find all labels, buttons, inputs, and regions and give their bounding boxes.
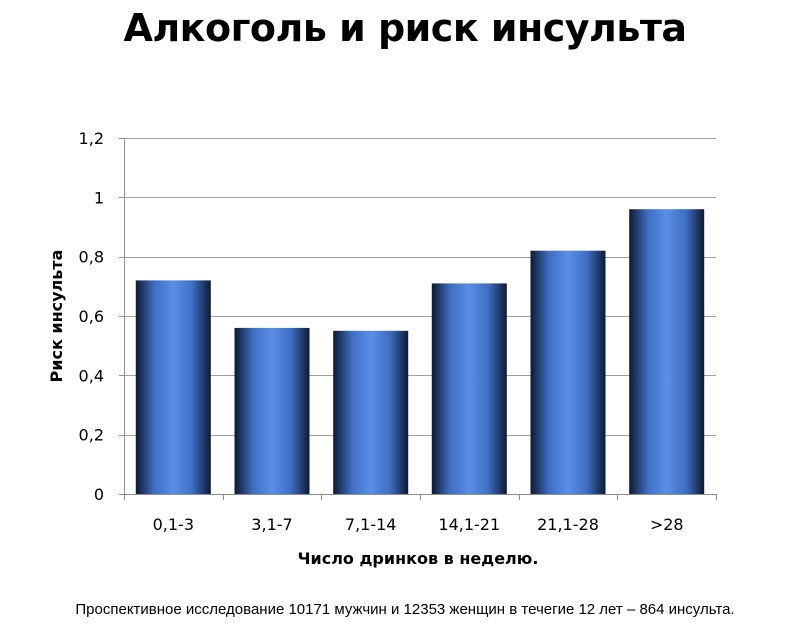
y-tick-labels: 0 0,2 0,4 0,6 0,8 1 1,2 <box>79 129 104 504</box>
slide-title: Алкоголь и риск инсульта <box>123 6 687 50</box>
x-tick-label: >28 <box>650 515 684 534</box>
grid-lines <box>124 138 716 436</box>
y-tick-label: 0,4 <box>79 366 104 385</box>
x-axis-label: Число дринков в неделю. <box>298 549 539 568</box>
x-tick-label: 3,1-7 <box>251 515 292 534</box>
x-tick-label: 0,1-3 <box>153 515 194 534</box>
x-tick-label: 7,1-14 <box>345 515 397 534</box>
bar-6 <box>629 209 705 494</box>
x-tick-labels: 0,1-3 3,1-7 7,1-14 14,1-21 21,1-28 >28 <box>153 515 684 534</box>
x-tick-label: 14,1-21 <box>438 515 500 534</box>
axes <box>119 138 717 500</box>
y-axis-label: Риск инсульта <box>47 250 66 383</box>
footnote: Проспективное исследование 10171 мужчин … <box>75 601 735 618</box>
bar-5 <box>530 250 606 494</box>
x-tick-label: 21,1-28 <box>537 515 599 534</box>
bar-1 <box>135 280 211 494</box>
bar-3 <box>333 330 409 494</box>
y-tick-label: 0,6 <box>79 307 104 326</box>
y-tick-label: 0,8 <box>79 248 104 267</box>
bar-4 <box>431 283 507 494</box>
y-tick-label: 0 <box>94 485 104 504</box>
y-tick-label: 1 <box>94 188 104 207</box>
y-tick-label: 0,2 <box>79 426 104 445</box>
bar-2 <box>234 327 310 494</box>
bars <box>135 209 705 494</box>
y-tick-label: 1,2 <box>79 129 104 148</box>
